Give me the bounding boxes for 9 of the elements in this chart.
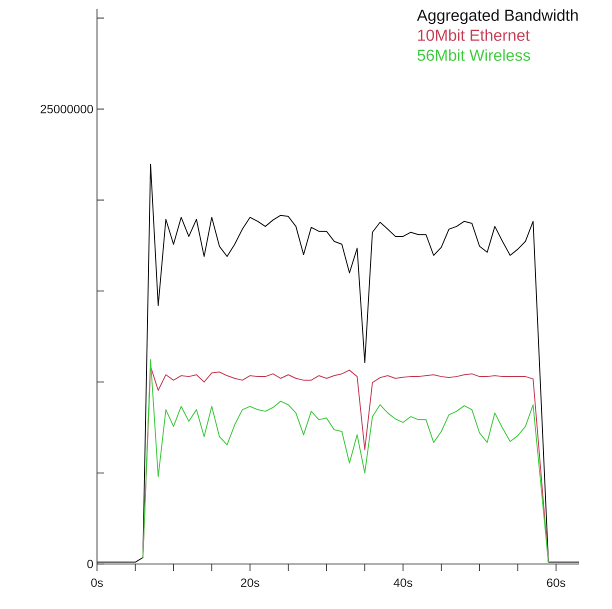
text: Aggregated Bandwidth [416,9,578,24]
x-tick-label: 20s [240,578,260,588]
x-tick-label: 40s [394,578,412,588]
x-tick-label: 60s [546,578,566,588]
text: 56Mbit Wireless [418,49,530,61]
y-tick-label: 0 [87,560,94,568]
text: 10Mbit Ethernet [418,29,530,41]
y-tick-label: 25000000 [40,104,93,114]
x-tick-label: 0s [91,578,103,588]
